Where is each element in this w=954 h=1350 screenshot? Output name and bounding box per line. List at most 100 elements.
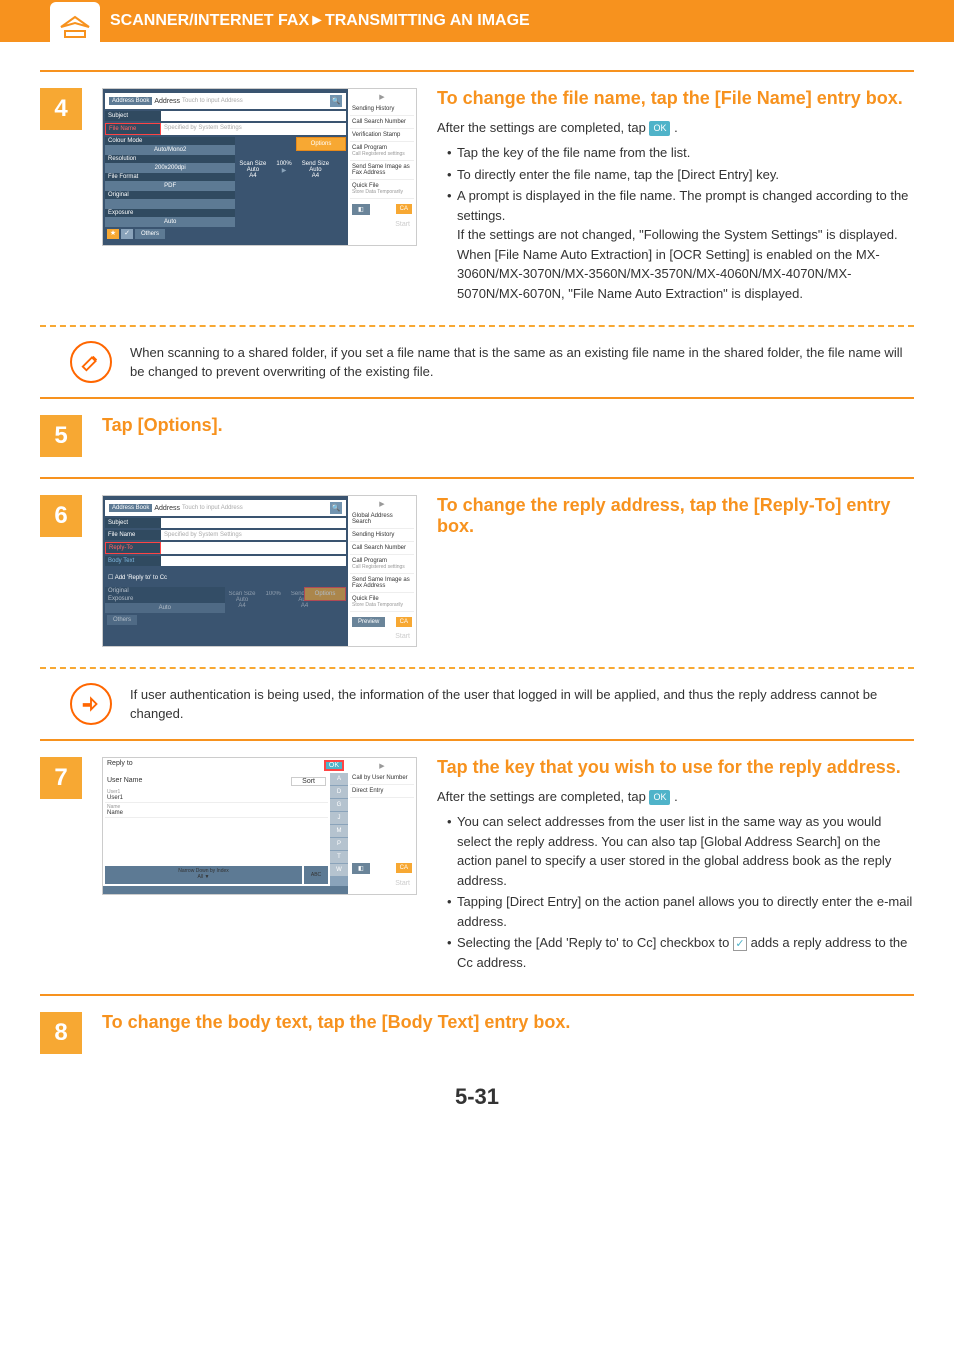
alpha-letter[interactable]: J bbox=[330, 812, 348, 824]
step-6: 6 Address Book Address Touch to input Ad… bbox=[40, 495, 914, 647]
username-header: User Name bbox=[107, 777, 142, 786]
exposure-btn[interactable]: Auto bbox=[105, 217, 235, 227]
call-user-number[interactable]: Call by User Number bbox=[350, 772, 414, 785]
start-btn[interactable]: Start bbox=[395, 221, 410, 228]
dashed-separator bbox=[40, 667, 914, 669]
resolution-label: Resolution bbox=[105, 155, 235, 163]
call-program[interactable]: Call ProgramCall Registered settings bbox=[350, 555, 414, 574]
ca-btn[interactable]: CA bbox=[396, 863, 412, 873]
separator bbox=[40, 477, 914, 479]
alpha-letter[interactable]: P bbox=[330, 838, 348, 850]
address-input[interactable]: Touch to input Address bbox=[182, 98, 328, 104]
ok-btn-highlighted[interactable]: OK bbox=[324, 760, 344, 771]
step-4: 4 Address Book Address Touch to input Ad… bbox=[40, 88, 914, 305]
alpha-letter[interactable]: T bbox=[330, 851, 348, 863]
step6-title: To change the reply address, tap the [Re… bbox=[437, 495, 914, 537]
preview-btn[interactable]: Preview bbox=[352, 617, 385, 627]
quick-file[interactable]: Quick FileStore Data Temporarily bbox=[350, 593, 414, 612]
step4-title: To change the file name, tap the [File N… bbox=[437, 88, 914, 109]
global-addr[interactable]: Global Address Search bbox=[350, 510, 414, 529]
filename-label: File Name bbox=[105, 123, 161, 135]
step-number: 5 bbox=[40, 415, 82, 457]
address-book-btn[interactable]: Address Book bbox=[109, 97, 152, 105]
verif-stamp[interactable]: Verification Stamp bbox=[350, 129, 414, 142]
user-row[interactable]: NameName bbox=[105, 803, 328, 818]
send-same[interactable]: Send Same Image as Fax Address bbox=[350, 574, 414, 593]
format-btn[interactable]: PDF bbox=[105, 181, 235, 191]
ok-badge: OK bbox=[649, 121, 670, 136]
sending-history[interactable]: Sending History bbox=[350, 529, 414, 542]
address-book-btn[interactable]: Address Book bbox=[109, 504, 152, 512]
step-5: 5 Tap [Options]. bbox=[40, 415, 914, 457]
header-title: SCANNER/INTERNET FAX►TRANSMITTING AN IMA… bbox=[110, 12, 530, 29]
call-search[interactable]: Call Search Number bbox=[350, 542, 414, 555]
check-icon[interactable]: ✓ bbox=[121, 229, 133, 239]
separator bbox=[40, 397, 914, 399]
step4-bullet-1: Tap the key of the file name from the li… bbox=[447, 143, 914, 163]
others-btn[interactable]: Others bbox=[135, 229, 165, 239]
step4-screenshot: Address Book Address Touch to input Addr… bbox=[102, 88, 417, 246]
step7-bullet-3: Selecting the [Add 'Reply to' to Cc] che… bbox=[447, 933, 914, 972]
direct-entry[interactable]: Direct Entry bbox=[350, 785, 414, 798]
step6-screenshot: Address Book Address Touch to input Addr… bbox=[102, 495, 417, 647]
preview-btn[interactable]: ◧ bbox=[352, 204, 370, 215]
alpha-letter[interactable]: A bbox=[330, 773, 348, 785]
start-btn[interactable]: Start bbox=[395, 880, 410, 887]
note-6: If user authentication is being used, th… bbox=[40, 683, 914, 725]
scanner-icon bbox=[50, 2, 100, 52]
alpha-letter[interactable]: W bbox=[330, 864, 348, 876]
address-bar[interactable]: Address Book Address Touch to input Addr… bbox=[105, 93, 346, 109]
filename-input[interactable]: Specified by System Settings bbox=[161, 123, 346, 135]
step4-after-text: After the settings are completed, tap OK… bbox=[437, 119, 914, 137]
call-program[interactable]: Call ProgramCall Registered settings bbox=[350, 142, 414, 161]
replyto-label: Reply-To bbox=[105, 542, 161, 554]
step4-bullet-3: A prompt is displayed in the file name. … bbox=[447, 186, 914, 303]
options-btn[interactable]: Options bbox=[296, 137, 346, 151]
step-number: 6 bbox=[40, 495, 82, 537]
alpha-letter[interactable]: G bbox=[330, 799, 348, 811]
separator bbox=[40, 994, 914, 996]
alpha-index[interactable]: ADGJMPTW bbox=[330, 773, 348, 886]
page-header: SCANNER/INTERNET FAX►TRANSMITTING AN IMA… bbox=[0, 0, 954, 42]
ca-btn[interactable]: CA bbox=[396, 204, 412, 214]
separator bbox=[40, 739, 914, 741]
start-btn[interactable]: Start bbox=[395, 633, 410, 640]
user-row[interactable]: User1User1 bbox=[105, 788, 328, 803]
step7-screenshot: Reply to OK User NameSort User1User1 Nam… bbox=[102, 757, 417, 895]
sort-btn[interactable]: Sort bbox=[291, 777, 326, 786]
step-number: 7 bbox=[40, 757, 82, 799]
bodytext-label: Body Text bbox=[105, 556, 161, 566]
alpha-letter[interactable]: M bbox=[330, 825, 348, 837]
note-4: When scanning to a shared folder, if you… bbox=[40, 341, 914, 383]
call-search[interactable]: Call Search Number bbox=[350, 116, 414, 129]
search-icon[interactable]: 🔍 bbox=[330, 502, 342, 514]
step4-bullet-2: To directly enter the file name, tap the… bbox=[447, 165, 914, 185]
abc-btn[interactable]: ABC bbox=[304, 866, 328, 884]
original-label: Original bbox=[105, 191, 235, 199]
step8-title: To change the body text, tap the [Body T… bbox=[102, 1012, 914, 1033]
subject-input[interactable] bbox=[161, 111, 346, 121]
ca-btn[interactable]: CA bbox=[396, 617, 412, 627]
step7-bullet-1: You can select addresses from the user l… bbox=[447, 812, 914, 890]
dashed-separator bbox=[40, 325, 914, 327]
sending-history[interactable]: Sending History bbox=[350, 103, 414, 116]
narrow-down[interactable]: Narrow Down by IndexAll ▼ bbox=[105, 866, 302, 884]
filename-label: File Name bbox=[105, 530, 161, 540]
exposure-label: Exposure bbox=[105, 209, 235, 217]
resolution-btn[interactable]: 200x200dpi bbox=[105, 163, 235, 173]
search-icon[interactable]: 🔍 bbox=[330, 95, 342, 107]
send-same[interactable]: Send Same Image as Fax Address bbox=[350, 161, 414, 180]
colour-mode-btn[interactable]: Auto/Mono2 bbox=[105, 145, 235, 155]
original-btn[interactable] bbox=[105, 199, 235, 209]
alpha-letter[interactable]: D bbox=[330, 786, 348, 798]
preview-btn[interactable]: ◧ bbox=[352, 863, 370, 874]
address-bar[interactable]: Address Book Address Touch to input Addr… bbox=[105, 500, 346, 516]
options-btn-highlighted[interactable]: Options bbox=[304, 587, 346, 601]
favorite-icon[interactable]: ★ bbox=[107, 229, 119, 239]
step7-title: Tap the key that you wish to use for the… bbox=[437, 757, 914, 778]
add-reply-cc[interactable]: ☐ Add 'Reply to' to Cc bbox=[108, 575, 167, 581]
step7-bullet-2: Tapping [Direct Entry] on the action pan… bbox=[447, 892, 914, 931]
step-7: 7 Reply to OK User NameSort User1User1 N… bbox=[40, 757, 914, 974]
step-number: 8 bbox=[40, 1012, 82, 1054]
quick-file[interactable]: Quick FileStore Data Temporarily bbox=[350, 180, 414, 199]
